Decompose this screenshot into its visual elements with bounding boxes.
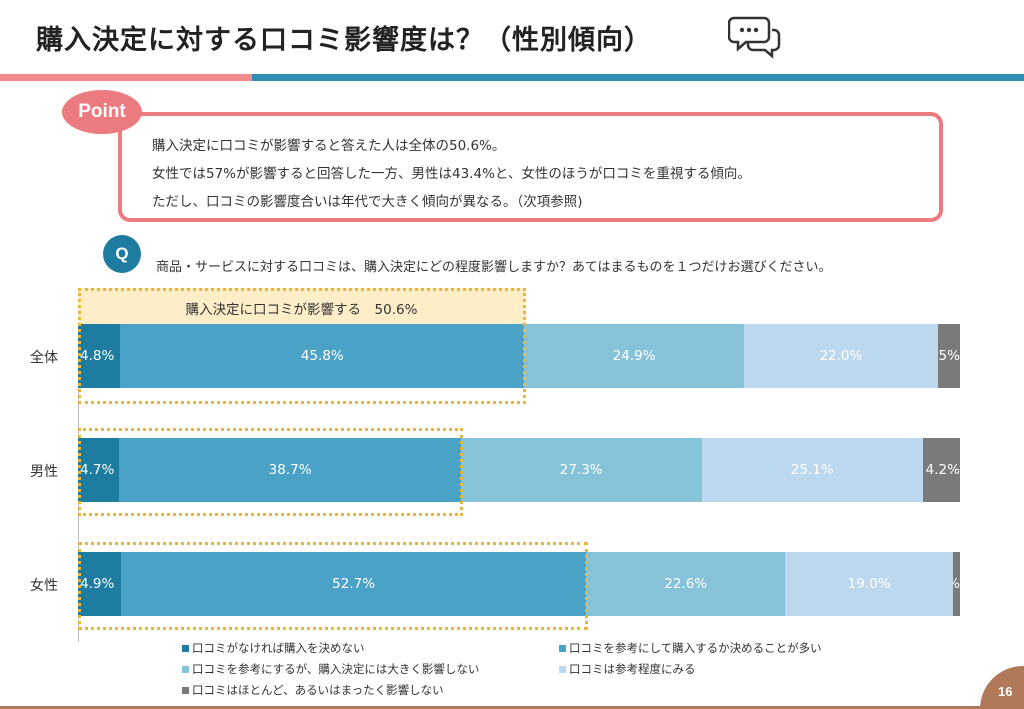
bar-segment: 4.9% bbox=[78, 552, 122, 616]
bar-segment: 2.5% bbox=[937, 324, 960, 388]
legend-item: 口コミがなければ購入を決めない bbox=[182, 640, 365, 656]
bar-segment: 24.9% bbox=[524, 324, 744, 388]
page-title: 購入決定に対する口コミ影響度は？（性別傾向） bbox=[36, 25, 652, 56]
page-number-badge: 16 bbox=[980, 666, 1024, 709]
bar-segment: 27.3% bbox=[460, 438, 702, 502]
legend-swatch bbox=[182, 665, 189, 673]
data-label: 38.7% bbox=[268, 462, 312, 478]
legend-label: 口コミを参考にするが、購入決定には大きく影響しない bbox=[192, 662, 480, 676]
highlight-caption: 購入決定に口コミが影響する 50.6% bbox=[185, 302, 418, 318]
legend-label: 口コミはほとんど、あるいはまったく影響しない bbox=[192, 683, 444, 697]
legend-swatch bbox=[559, 644, 566, 652]
legend-label: 口コミがなければ購入を決めない bbox=[192, 641, 365, 655]
legend-swatch bbox=[182, 644, 189, 652]
footer-rule bbox=[0, 706, 980, 709]
header-rule-coral bbox=[0, 74, 252, 81]
data-label: 4.8% bbox=[80, 348, 115, 364]
data-label: 4.2% bbox=[925, 462, 960, 478]
header-rule-teal bbox=[252, 74, 1024, 81]
bar-segment: 25.1% bbox=[701, 438, 923, 502]
legend-swatch bbox=[559, 665, 566, 673]
legend-label: 口コミを参考にして購入するか決めることが多い bbox=[569, 641, 822, 655]
bar-segment: 22.6% bbox=[586, 552, 786, 616]
data-label: 22.6% bbox=[664, 576, 708, 592]
data-label: 4.7% bbox=[80, 462, 115, 478]
bar-segment: 0.8% bbox=[952, 552, 960, 616]
row-label: 男性 bbox=[30, 464, 58, 480]
bar-segment: 4.2% bbox=[922, 438, 960, 502]
data-label: 0.8% bbox=[953, 576, 960, 592]
legend-item: 口コミはほとんど、あるいはまったく影響しない bbox=[182, 682, 444, 698]
data-label: 22.0% bbox=[819, 348, 863, 364]
data-label: 2.5% bbox=[938, 348, 960, 364]
bar-segment: 22.0% bbox=[743, 324, 938, 388]
bar-row: 4.9% 52.7% 22.6% 19.0% 0.8% bbox=[78, 552, 960, 616]
page-number: 16 bbox=[998, 684, 1013, 699]
data-label: 25.1% bbox=[790, 462, 834, 478]
bar-segment: 52.7% bbox=[121, 552, 587, 616]
point-line-3: ただし、口コミの影響度合いは年代で大きく傾向が異なる。（次項参照) bbox=[152, 194, 583, 210]
data-label: 19.0% bbox=[847, 576, 891, 592]
influence-highlight bbox=[78, 428, 463, 516]
legend-item: 口コミを参考にするが、購入決定には大きく影響しない bbox=[182, 661, 479, 677]
row-label: 女性 bbox=[30, 578, 58, 594]
bar-row: 4.7% 38.7% 27.3% 25.1% 4.2% bbox=[78, 438, 960, 502]
bar-row: 4.8% 45.8% 24.9% 22.0% 2.5% bbox=[78, 324, 960, 388]
data-label: 24.9% bbox=[612, 348, 656, 364]
bar-segment: 4.8% bbox=[78, 324, 121, 388]
data-label: 27.3% bbox=[559, 462, 603, 478]
highlight-caption-box: 購入決定に口コミが影響する 50.6% bbox=[78, 288, 525, 324]
point-badge: Point bbox=[62, 90, 142, 134]
point-line-1: 購入決定に口コミが影響すると答えた人は全体の50.6%。 bbox=[152, 138, 506, 154]
bar-segment: 19.0% bbox=[785, 552, 953, 616]
question-badge: Q bbox=[103, 235, 141, 273]
bar-segment: 38.7% bbox=[119, 438, 461, 502]
speech-bubbles-icon bbox=[728, 16, 781, 59]
influence-highlight bbox=[78, 288, 527, 404]
question-text: 商品・サービスに対する口コミは、購入決定にどの程度影響しますか？あてはまるものを… bbox=[156, 260, 832, 275]
point-box bbox=[118, 112, 943, 222]
legend-item: 口コミを参考にして購入するか決めることが多い bbox=[559, 640, 822, 656]
legend-label: 口コミは参考程度にみる bbox=[569, 662, 696, 676]
bar-segment: 4.7% bbox=[78, 438, 120, 502]
legend-swatch bbox=[182, 686, 189, 694]
bar-segment: 45.8% bbox=[120, 324, 525, 388]
legend-item: 口コミは参考程度にみる bbox=[559, 661, 696, 677]
influence-highlight bbox=[78, 542, 589, 630]
data-label: 4.9% bbox=[80, 576, 115, 592]
point-line-2: 女性では57%が影響すると回答した一方、男性は43.4%と、女性のほうが口コミを… bbox=[152, 166, 751, 182]
data-label: 52.7% bbox=[332, 576, 376, 592]
row-label: 全体 bbox=[30, 350, 58, 366]
data-label: 45.8% bbox=[300, 348, 344, 364]
